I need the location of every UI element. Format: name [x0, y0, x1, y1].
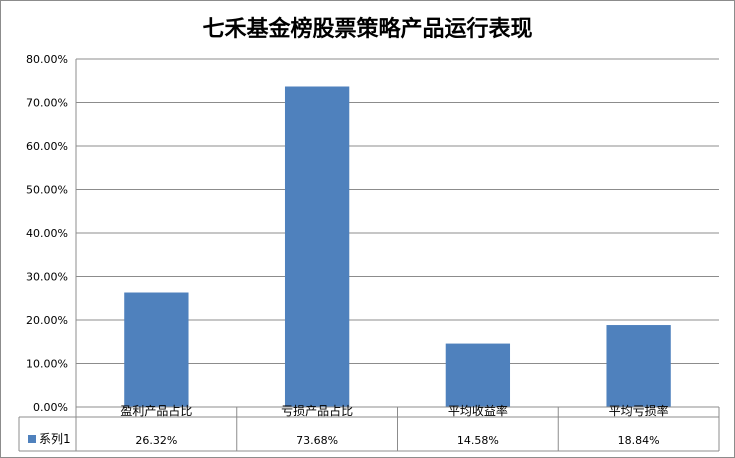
data-label: 26.32% [135, 434, 177, 447]
y-tick-label: 50.00% [26, 184, 68, 197]
y-tick-label: 10.00% [26, 358, 68, 371]
y-tick-label: 40.00% [26, 227, 68, 240]
x-tick-label: 平均收益率 [448, 403, 508, 418]
legend-label: 系列1 [39, 432, 71, 446]
bar [284, 86, 350, 407]
x-tick-label: 亏损产品占比 [281, 403, 353, 418]
x-tick-label: 平均亏损率 [609, 403, 669, 418]
y-tick-label: 0.00% [33, 401, 68, 414]
bar [606, 325, 671, 407]
data-label: 73.68% [296, 434, 338, 447]
y-tick-label: 30.00% [26, 271, 68, 284]
y-tick-label: 80.00% [26, 53, 68, 66]
y-tick-label: 20.00% [26, 314, 68, 327]
bar [445, 343, 511, 407]
bar [124, 292, 189, 407]
data-label: 14.58% [457, 434, 499, 447]
chart-title: 七禾基金榜股票策略产品运行表现 [202, 17, 533, 42]
y-tick-label: 70.00% [26, 97, 68, 110]
x-tick-label: 盈利产品占比 [120, 403, 192, 418]
data-label: 18.84% [618, 434, 660, 447]
y-tick-label: 60.00% [26, 140, 68, 153]
legend-swatch [28, 435, 36, 443]
